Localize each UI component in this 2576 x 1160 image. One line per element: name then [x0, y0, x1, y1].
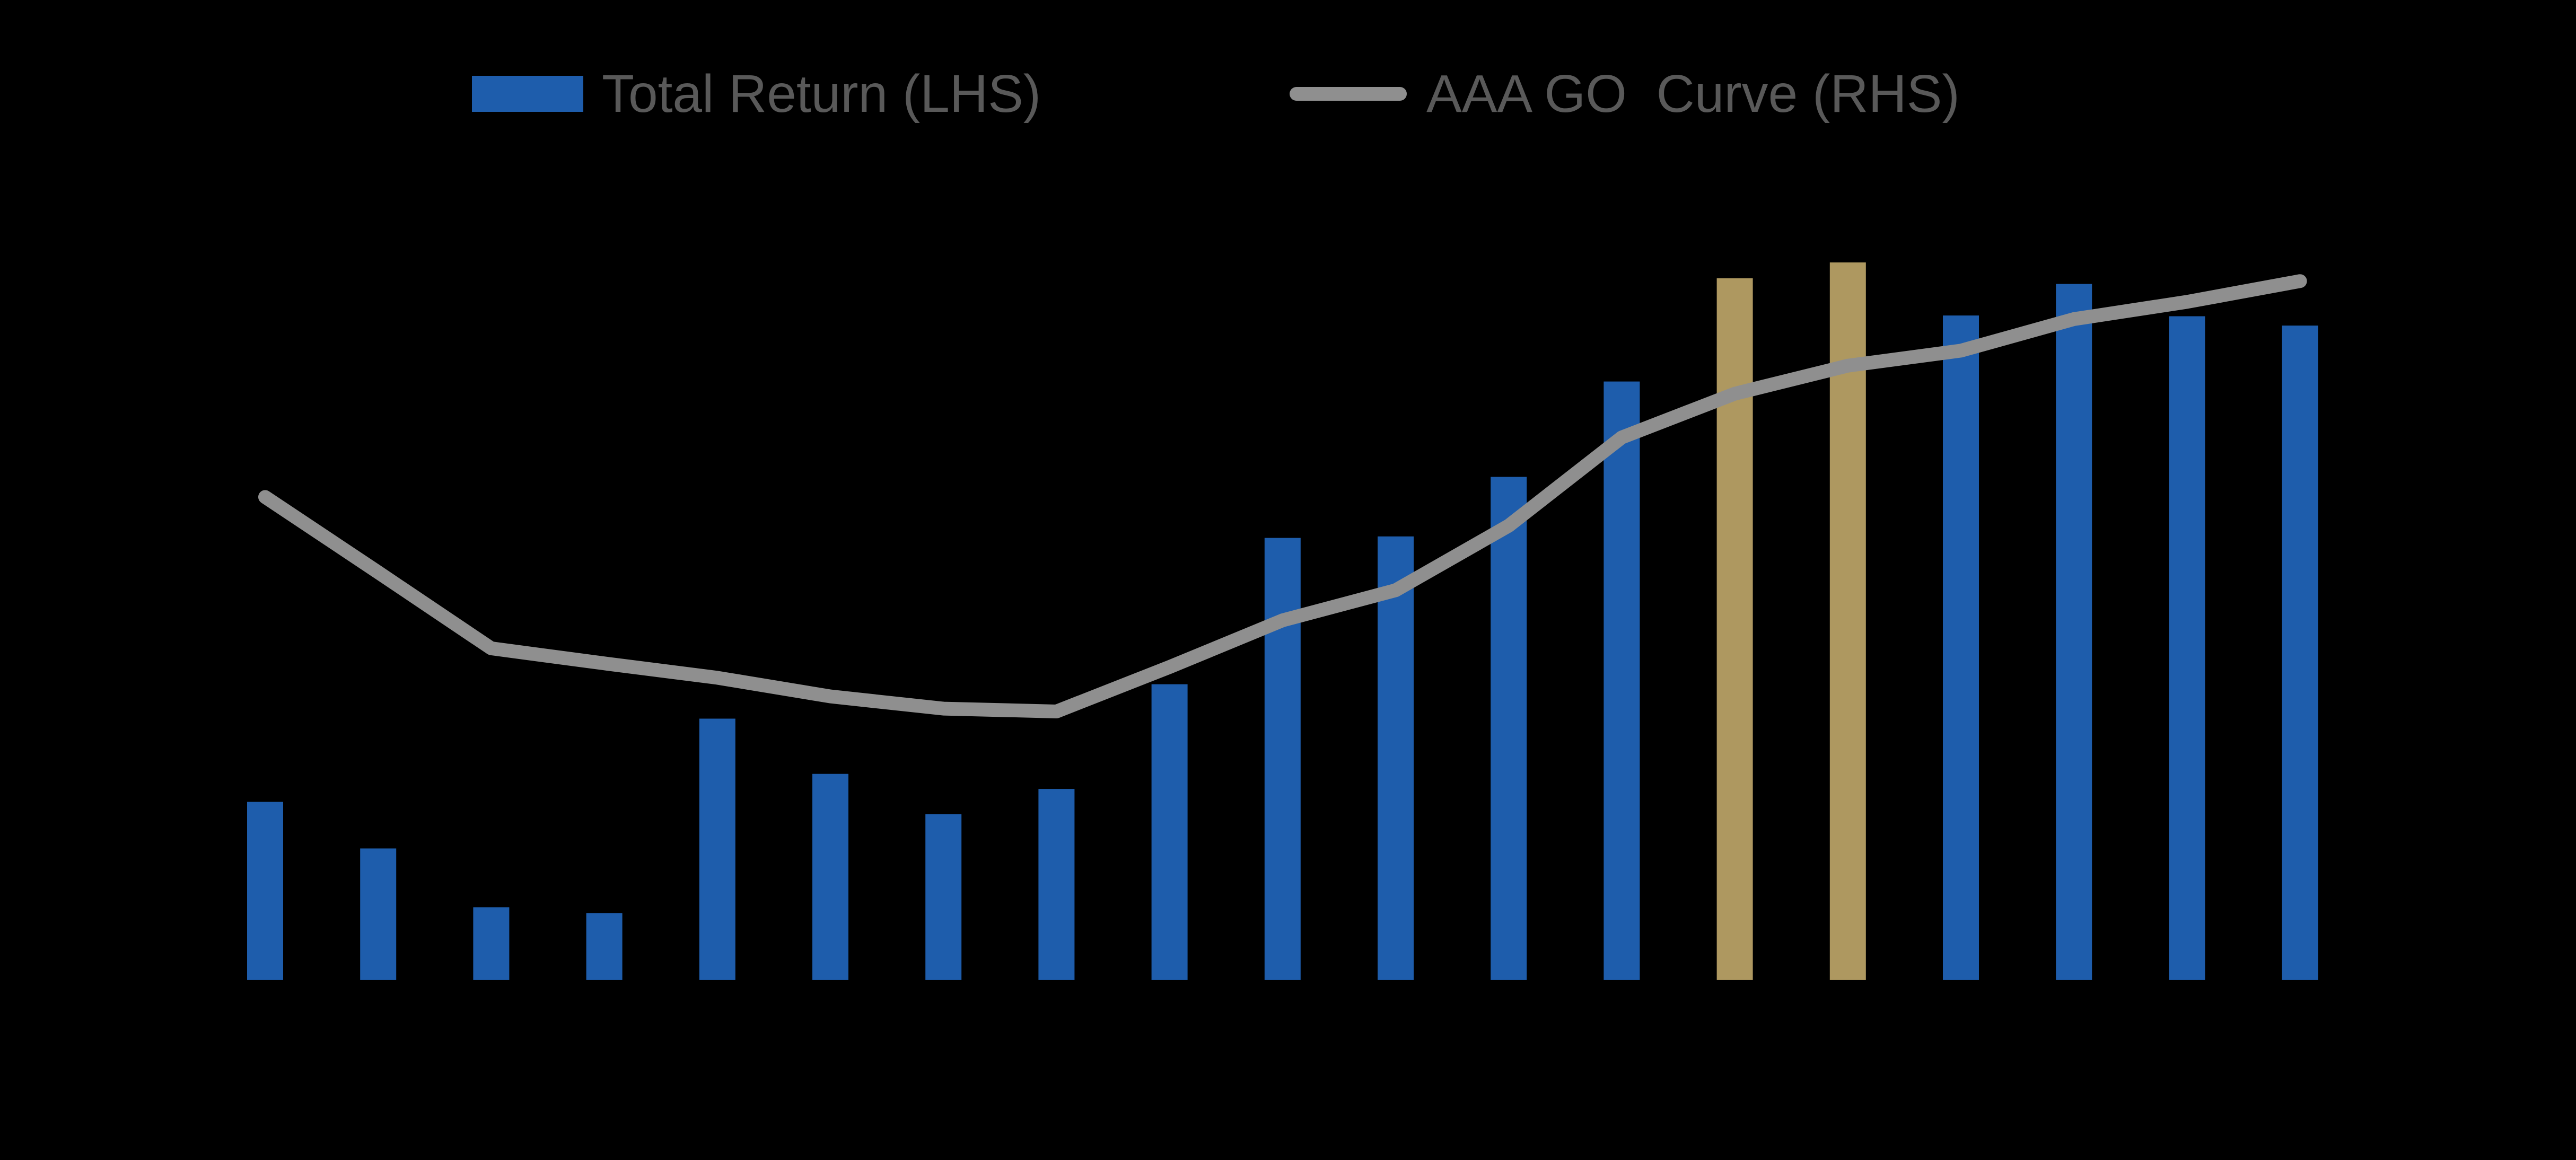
bar-total-return: [1151, 684, 1188, 980]
bar-total-return: [247, 802, 283, 980]
bar-total-return: [925, 814, 962, 980]
bar-total-return-highlight: [1716, 278, 1753, 980]
bar-total-return: [1038, 789, 1075, 980]
bar-total-return: [699, 718, 735, 980]
legend-bar-swatch: [472, 76, 583, 112]
bar-total-return: [473, 907, 510, 980]
legend-label-aaa-go-curve: AAA GO Curve (RHS): [1426, 64, 1960, 124]
bar-total-return: [1491, 477, 1527, 980]
bar-total-return: [812, 774, 848, 980]
bar-total-return: [1604, 381, 1640, 980]
bar-total-return: [1378, 536, 1414, 980]
bar-total-return: [1943, 315, 1979, 980]
bar-total-return-highlight: [1829, 262, 1866, 980]
bar-total-return: [586, 913, 623, 980]
line-aaa-go-curve: [258, 274, 2307, 718]
bar-total-return: [360, 848, 397, 980]
bar-total-return: [1264, 538, 1301, 980]
bar-total-return: [2282, 326, 2318, 980]
bar-total-return: [2056, 284, 2092, 980]
legend-label-total-return: Total Return (LHS): [602, 64, 1041, 124]
bar-total-return: [2169, 316, 2205, 980]
